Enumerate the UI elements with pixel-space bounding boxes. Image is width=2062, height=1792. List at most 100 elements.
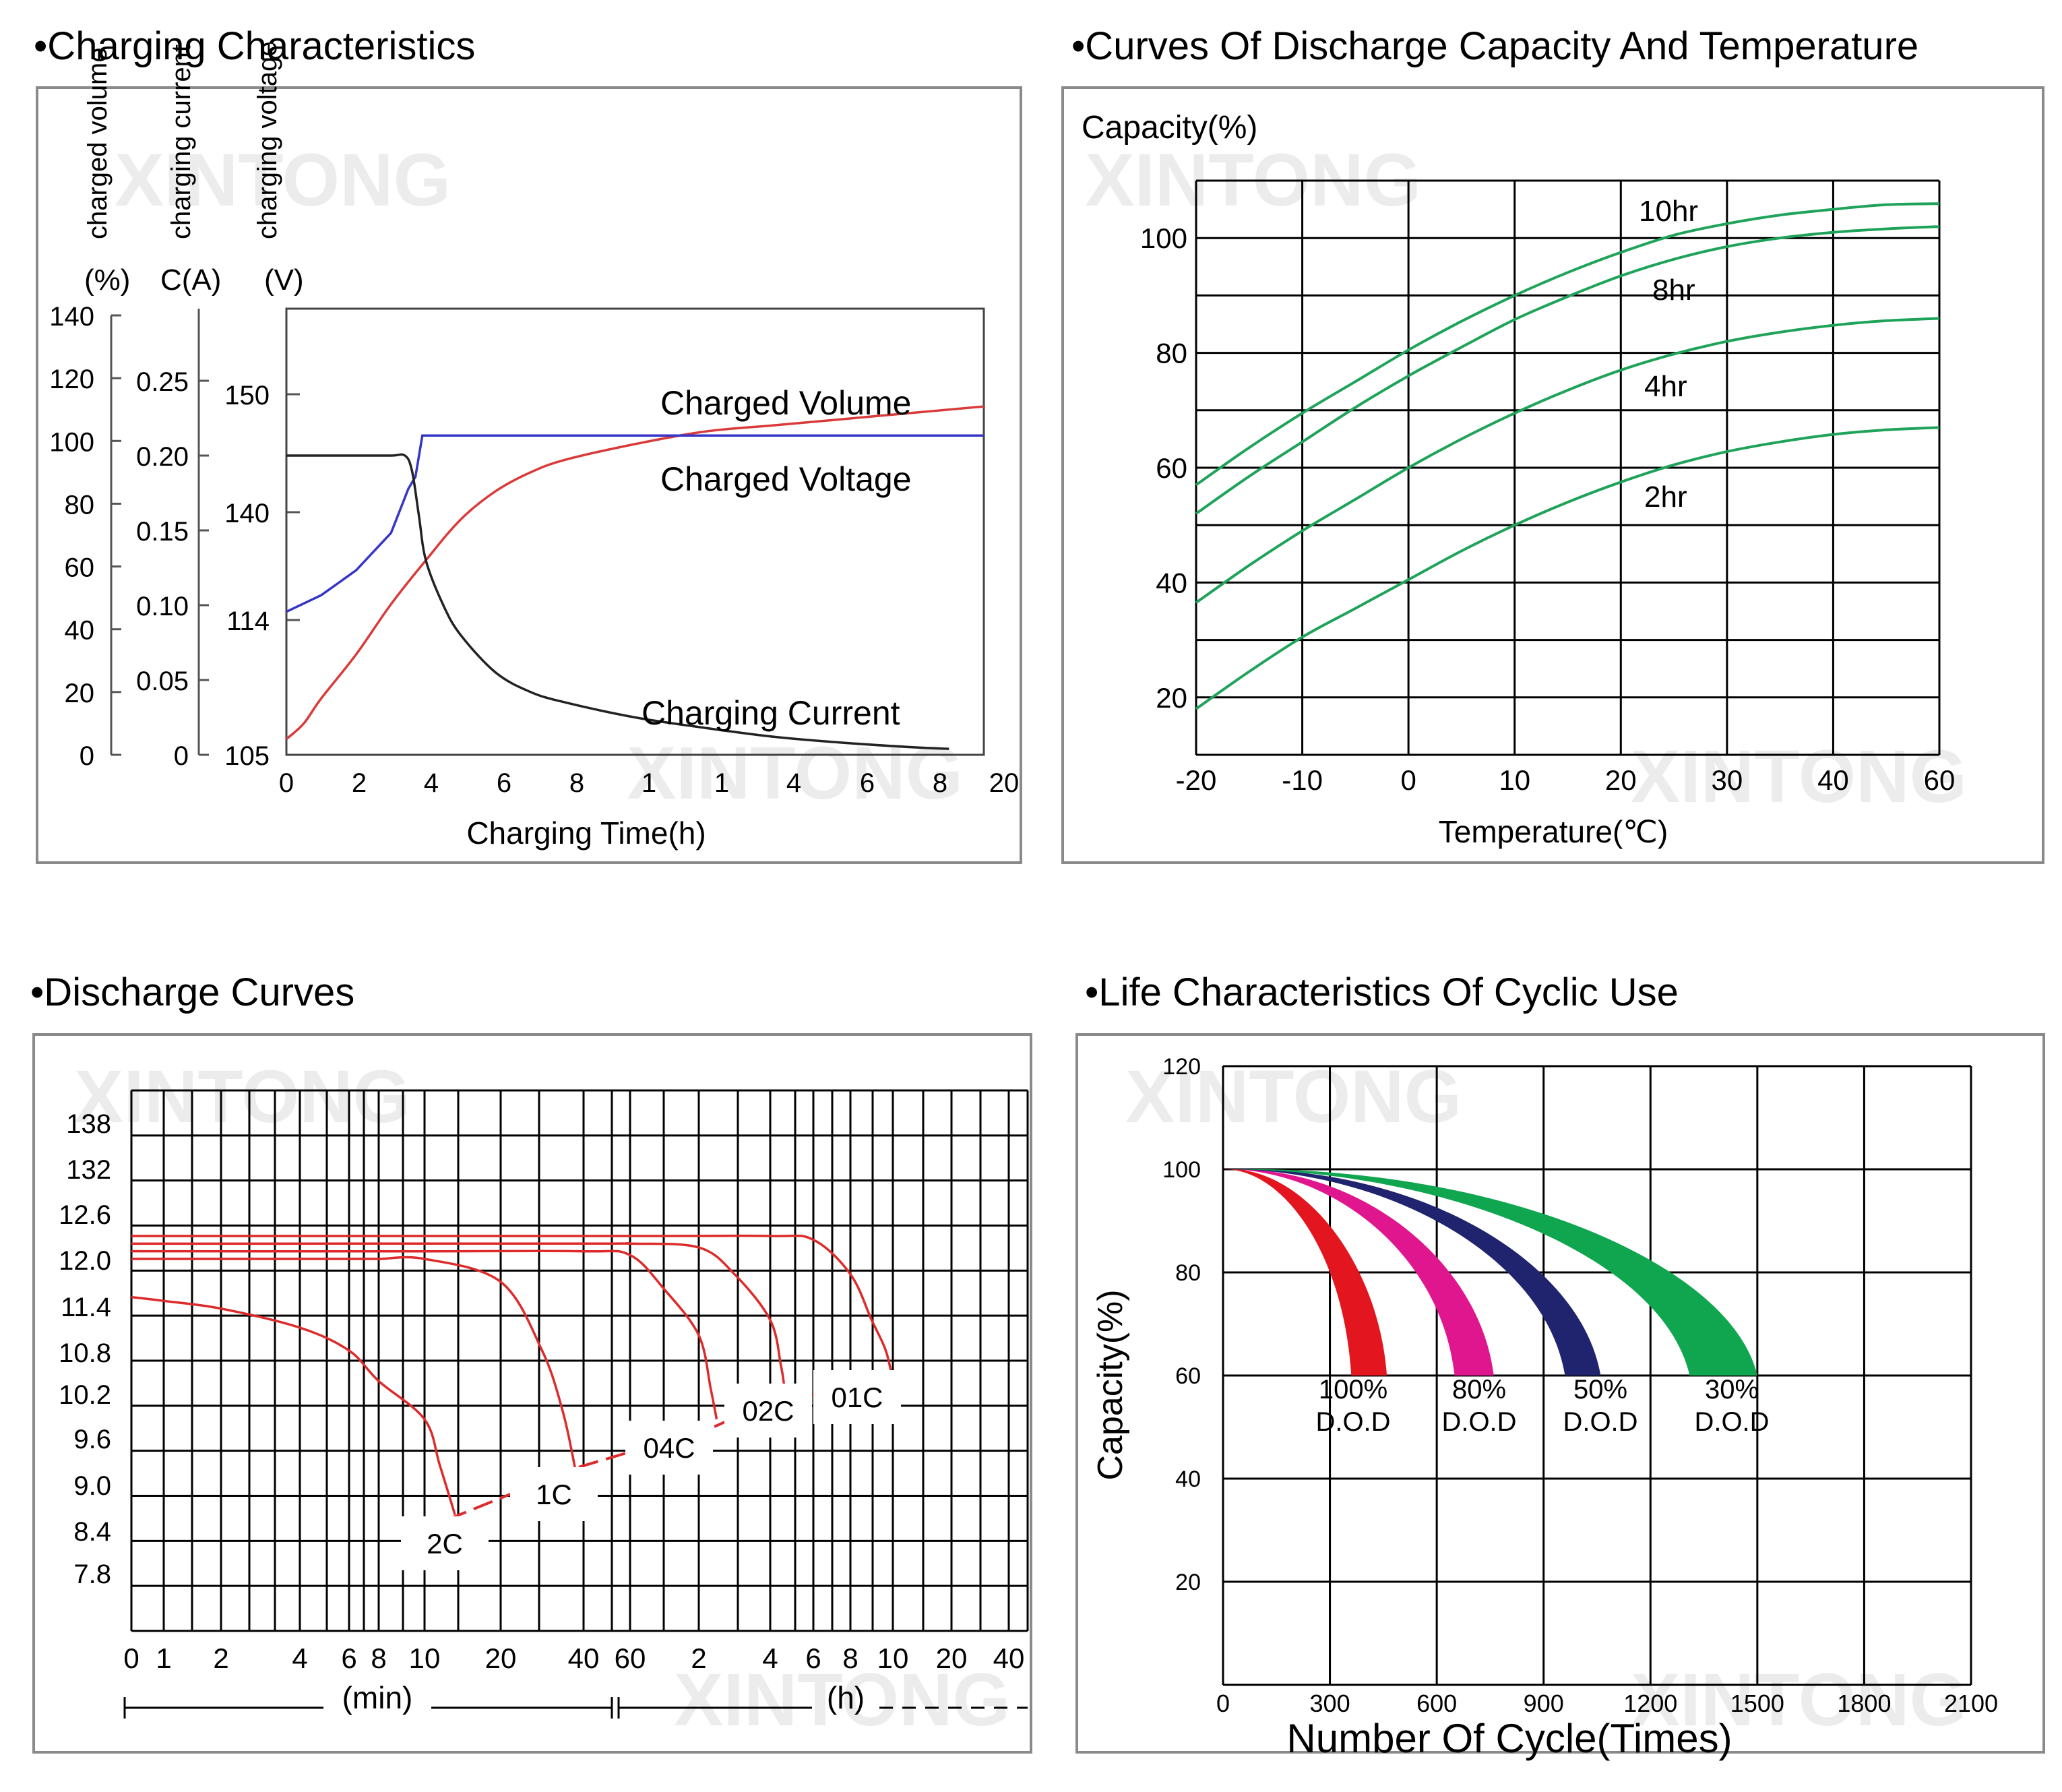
x-tick-label: 0 [1400, 764, 1416, 796]
x-tick-label: 2100 [1944, 1690, 1998, 1717]
y-tick-label-volume: 100 [49, 427, 94, 457]
x-tick-label-min: 2 [213, 1642, 228, 1674]
series-line-10hr [1195, 202, 1940, 487]
y-tick-label: 8.4 [73, 1517, 111, 1547]
discharge-chart: •Discharge Curves XINTONG XINTONG 138 132… [30, 970, 1032, 1754]
label-backdrop [813, 1370, 901, 1424]
x-tick-label-min: 6 [341, 1642, 356, 1674]
x-tick-label: 6 [860, 768, 875, 798]
y-tick-label: 138 [66, 1109, 111, 1139]
series-label-10hr: 10hr [1639, 195, 1698, 228]
series-label-voltage: Charged Voltage [660, 460, 912, 498]
series-label-dod: D.O.D [1315, 1407, 1390, 1437]
y-tick-label: 40 [1175, 1466, 1201, 1492]
series-line-2C [131, 1295, 456, 1516]
x-tick-label-min: 8 [371, 1642, 386, 1674]
y-tick-label: 7.8 [73, 1559, 111, 1589]
x-tick-label: 1 [642, 768, 656, 798]
x-tick-label-min: 0 [123, 1642, 139, 1674]
x-tick-label-h: 8 [842, 1642, 858, 1674]
x-tick-label: 60 [1924, 764, 1956, 796]
series-label-percent: 30% [1705, 1375, 1759, 1404]
watermark: XINTONG [115, 139, 451, 222]
series-label-percent: 80% [1452, 1375, 1506, 1404]
y-tick-label-current: 0 [174, 741, 189, 771]
x-tick-label: 1 [714, 768, 729, 798]
y-tick-label: 120 [1162, 1054, 1201, 1080]
y-tick-label-current: 0.20 [136, 442, 189, 472]
watermark: XINTONG [1125, 1055, 1462, 1138]
x-axis-label: Number Of Cycle(Times) [1286, 1716, 1732, 1761]
x-tick-label: 300 [1310, 1690, 1350, 1717]
panel-frame [1061, 86, 2044, 864]
y-tick-label-volume: 120 [49, 365, 94, 394]
x-tick-label-min: 60 [615, 1642, 646, 1674]
x-tick-label: 1800 [1837, 1690, 1891, 1717]
y-tick-label: 60 [1156, 452, 1187, 484]
y-tick-label-current: 0.15 [136, 517, 189, 547]
x-tick-label: 20 [989, 768, 1020, 798]
series-label-volume: Charged Volume [660, 384, 911, 422]
series-line-01C [131, 1234, 894, 1382]
y-tick-label-volume: 140 [49, 302, 94, 332]
x-tick-label: 6 [497, 768, 511, 798]
watermark: XINTONG [627, 732, 963, 815]
series-label-02C: 02C [742, 1395, 794, 1427]
x-tick-label: 2 [352, 768, 367, 798]
axis-title-current: charging current [166, 44, 196, 239]
y-tick-label: 100 [1140, 222, 1187, 254]
series-line-04C [131, 1249, 718, 1420]
series-label-percent: 100% [1319, 1375, 1387, 1404]
series-line-2hr [1195, 426, 1940, 710]
panel-frame [1075, 1033, 2045, 1754]
axis-unit-volume: (%) [84, 264, 130, 297]
x-tick-label-min: 40 [568, 1642, 600, 1674]
temperature-chart: •Curves Of Discharge Capacity And Temper… [1061, 24, 2044, 864]
y-tick-label-volume: 80 [65, 490, 95, 520]
x-tick-label-min: 20 [485, 1642, 517, 1674]
series-label-2C: 2C [427, 1528, 463, 1559]
y-tick-label: 10.8 [59, 1338, 111, 1368]
x-tick-label: -10 [1282, 764, 1323, 796]
y-tick-label-current: 0.05 [136, 667, 189, 696]
y-tick-label-voltage: 150 [224, 381, 270, 410]
x-axis-label: Charging Time(h) [466, 815, 706, 851]
y-tick-label: 12.6 [59, 1200, 111, 1230]
axis-title-volume: charged volume [83, 47, 113, 239]
panel-frame [36, 86, 1022, 864]
watermark: XINTONG [1631, 735, 1967, 818]
life-chart: •Life Characteristics Of Cyclic Use XINT… [1075, 970, 2045, 1761]
label-backdrop [510, 1467, 598, 1521]
y-tick-label-volume: 60 [65, 553, 95, 583]
x-tick-label: 600 [1416, 1690, 1457, 1717]
y-tick-label: 80 [1175, 1260, 1201, 1286]
x-tick-label-h: 10 [877, 1642, 909, 1674]
series-band-80-dod [1223, 1169, 1494, 1376]
x-tick-label-h: 6 [805, 1642, 821, 1674]
x-tick-label: 8 [569, 768, 584, 798]
series-line-1C [131, 1256, 577, 1470]
y-tick-label-current: 0.10 [136, 592, 189, 621]
y-axis-label: Capacity(%) [1091, 1289, 1130, 1480]
series-band-100-dod [1223, 1169, 1387, 1376]
series-label-1C: 1C [536, 1479, 572, 1510]
series-label-01C: 01C [831, 1382, 883, 1413]
series-label-dod: D.O.D [1563, 1407, 1637, 1437]
y-tick-label: 60 [1175, 1363, 1201, 1389]
axis-title-voltage: charging voltage [253, 41, 282, 239]
x-tick-label-h: 4 [762, 1642, 778, 1674]
y-tick-label-voltage: 105 [224, 741, 270, 771]
y-tick-label-voltage: 140 [224, 499, 270, 528]
x-tick-label: -20 [1176, 764, 1217, 796]
x-tick-label: 900 [1524, 1690, 1564, 1717]
series-label-dod: D.O.D [1441, 1407, 1516, 1437]
x-tick-label: 8 [933, 768, 947, 798]
y-tick-label-current: 0.25 [136, 367, 189, 397]
y-tick-label: 12.0 [59, 1246, 111, 1276]
x-tick-label: 4 [786, 768, 801, 798]
chart-title: •Charging Characteristics [34, 24, 475, 68]
series-line-charged-volume [285, 405, 985, 741]
x-tick-label: 1200 [1623, 1690, 1677, 1717]
x-tick-label-min: 4 [292, 1642, 307, 1674]
